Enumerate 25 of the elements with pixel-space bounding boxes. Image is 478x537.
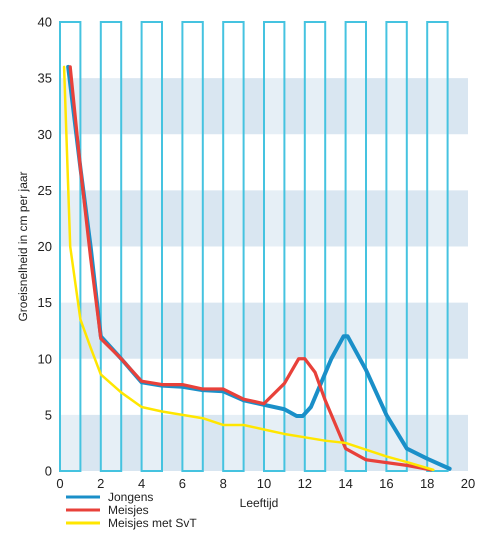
x-tick-label: 14: [338, 476, 353, 491]
y-tick-label: 20: [38, 239, 52, 254]
x-tick-label: 16: [379, 476, 394, 491]
y-tick-label: 15: [38, 295, 52, 310]
x-tick-label: 0: [56, 476, 64, 491]
x-tick-label: 2: [97, 476, 104, 491]
x-axis-title: Leeftijd: [240, 496, 278, 510]
y-tick-label: 35: [38, 70, 52, 86]
x-tick-label: 18: [420, 476, 434, 491]
legend-label: Jongens: [108, 490, 154, 504]
x-tick-label: 12: [298, 476, 312, 491]
y-axis-title: Groeisnelheid in cm per jaar: [16, 171, 30, 322]
y-tick-label: 40: [38, 14, 52, 30]
x-tick-label: 20: [460, 476, 476, 491]
x-tick-label: 10: [256, 476, 272, 491]
x-tick-label: 6: [178, 476, 186, 491]
legend-label: Meisjes: [108, 503, 149, 518]
y-tick-label: 30: [38, 126, 52, 142]
x-tick-label: 8: [220, 476, 227, 491]
y-tick-label: 5: [44, 407, 52, 422]
y-tick-label: 25: [38, 182, 52, 198]
y-tick-label: 10: [38, 351, 52, 366]
x-tick-label: 4: [138, 476, 146, 491]
y-tick-label: 0: [44, 464, 52, 479]
legend-label: Meisjes met SvT: [108, 516, 198, 530]
